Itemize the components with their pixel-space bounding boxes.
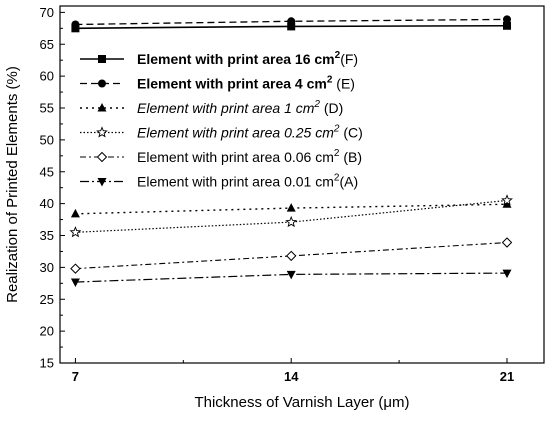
legend-label: Element with print area 1 cm2 (D) <box>137 99 343 116</box>
y-tick-label: 50 <box>40 132 54 147</box>
legend-label: Element with print area 16 cm2(F) <box>137 50 358 67</box>
y-tick-label: 45 <box>40 164 54 179</box>
y-tick-label: 40 <box>40 196 54 211</box>
x-tick-label: 14 <box>284 369 299 384</box>
y-tick-label: 55 <box>40 101 54 116</box>
plot-frame <box>59 5 545 364</box>
data-point <box>71 20 80 29</box>
legend-marker <box>97 103 107 112</box>
y-tick-label: 60 <box>40 69 54 84</box>
data-point <box>286 250 297 262</box>
y-tick-label: 35 <box>40 228 54 243</box>
data-point <box>70 263 81 274</box>
data-point <box>286 270 296 280</box>
legend-marker <box>98 79 106 88</box>
legend-marker <box>97 178 107 187</box>
series-4 <box>70 237 513 274</box>
series-1 <box>71 15 512 29</box>
legend: Element with print area 16 cm2(F) Element… <box>80 50 363 190</box>
legend-marker <box>98 55 106 63</box>
x-tick-label: 21 <box>500 369 514 384</box>
x-tick-label: 7 <box>72 369 79 384</box>
legend-marker <box>96 126 108 138</box>
data-point <box>502 269 512 279</box>
legend-label: Element with print area 4 cm2 (E) <box>137 75 355 92</box>
series-line <box>75 241 508 270</box>
y-axis-title: Realization of Printed Elements (%) <box>4 66 21 303</box>
data-point <box>503 21 512 30</box>
legend-label: Element with print area 0.01 cm2(A) <box>137 173 358 190</box>
series-5 <box>70 269 512 288</box>
data-point <box>70 208 80 218</box>
data-point <box>502 199 512 208</box>
data-point <box>287 17 296 26</box>
data-point <box>69 226 82 238</box>
legend-marker <box>96 151 108 163</box>
legend-label: Element with print area 0.25 cm2 (C) <box>137 124 363 141</box>
y-tick-label: 65 <box>40 37 54 52</box>
data-point <box>70 278 80 288</box>
data-point <box>503 15 512 24</box>
series-3 <box>69 194 513 238</box>
legend-label: Element with print area 0.06 cm2 (B) <box>137 148 362 165</box>
series-2 <box>70 199 512 218</box>
data-point <box>287 22 296 31</box>
data-point <box>285 215 298 228</box>
series-line <box>75 272 508 283</box>
series-line <box>75 199 508 233</box>
data-point <box>286 203 296 212</box>
data-point <box>501 194 513 206</box>
data-point <box>501 237 513 248</box>
y-tick-label: 30 <box>40 260 54 275</box>
y-tick-label: 15 <box>40 356 54 371</box>
y-tick-label: 70 <box>40 5 54 20</box>
y-tick-label: 20 <box>40 324 54 339</box>
x-axis-title: Thickness of Varnish Layer (μm) <box>194 394 409 411</box>
y-tick-label: 25 <box>40 292 54 307</box>
